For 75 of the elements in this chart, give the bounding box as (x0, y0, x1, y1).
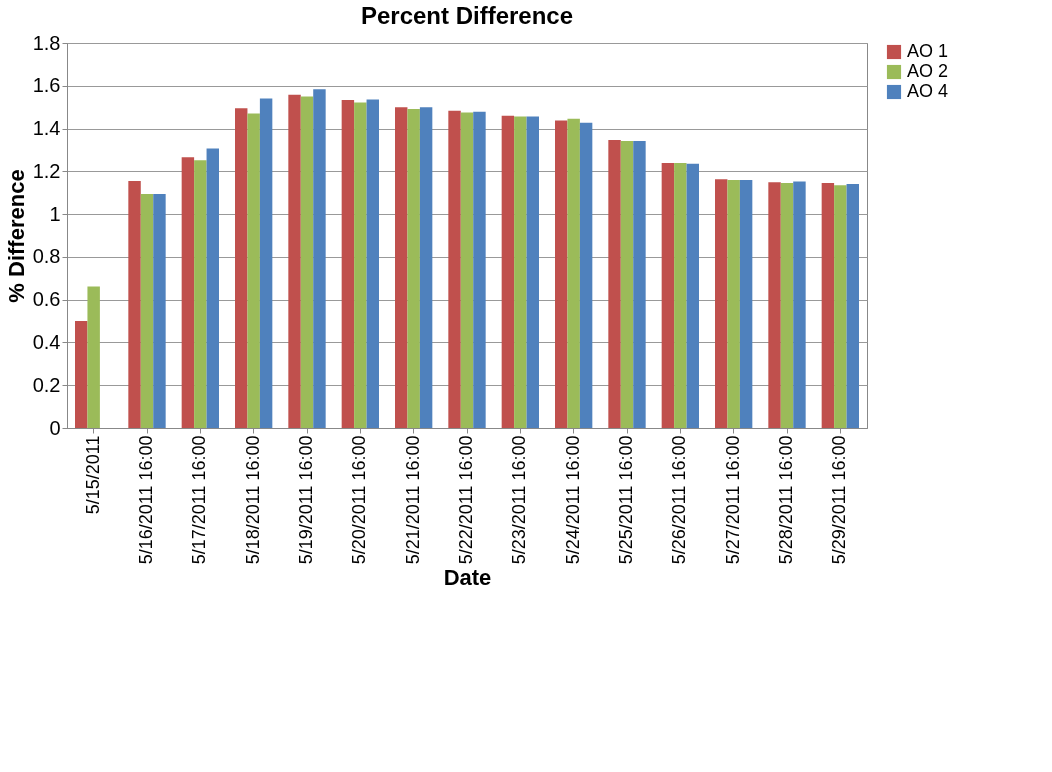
bar (727, 179, 740, 428)
bar (366, 99, 379, 428)
legend-label: AO 1 (907, 41, 949, 61)
chart-title: Percent Difference (360, 2, 574, 29)
x-tick-label: 5/18/2011 16:00 (242, 435, 263, 565)
bar (834, 185, 847, 428)
bar (313, 89, 326, 428)
bar (288, 94, 301, 428)
x-tick-label: 5/17/2011 16:00 (189, 435, 210, 565)
bar (555, 120, 568, 428)
bar (821, 182, 835, 428)
bar (247, 113, 260, 428)
bar (140, 194, 154, 428)
y-tick-label: 1 (49, 202, 61, 225)
bar (473, 111, 486, 428)
bar (567, 118, 580, 428)
bar (526, 116, 539, 428)
x-tick-label: 5/25/2011 16:00 (616, 435, 636, 565)
bar (419, 107, 433, 428)
x-tick-label: 5/27/2011 16:00 (722, 435, 743, 565)
x-tick-label: 5/19/2011 16:00 (296, 435, 316, 565)
bar (460, 112, 474, 428)
x-tick-label: 5/15/2011 (82, 435, 103, 515)
bar (153, 194, 166, 428)
bar (75, 321, 88, 428)
bar (194, 160, 207, 428)
bar (780, 182, 794, 428)
bar (661, 162, 675, 428)
x-axis-title: Date (443, 565, 492, 591)
bar (407, 108, 420, 428)
bar (846, 183, 859, 428)
y-tick-label: 1.2 (32, 159, 61, 182)
bar (235, 108, 248, 428)
legend-label: AO 2 (907, 61, 949, 81)
y-tick-label: 0.2 (32, 373, 61, 396)
y-tick-label: 0.8 (32, 245, 61, 268)
bar (341, 100, 355, 428)
bar (739, 179, 753, 428)
bar (395, 107, 408, 428)
bar (686, 163, 699, 428)
y-tick-label: 0.6 (32, 288, 61, 311)
y-axis-title: % Difference (3, 169, 29, 303)
bar (620, 140, 634, 428)
bar (181, 157, 195, 428)
bar (448, 110, 461, 428)
y-tick-label: 1.4 (32, 117, 61, 140)
x-tick-label: 5/24/2011 16:00 (562, 435, 583, 565)
bar (793, 181, 806, 428)
bar (674, 162, 687, 428)
x-tick-label: 5/23/2011 16:00 (509, 435, 530, 565)
bar (300, 96, 314, 428)
y-tick-label: 1.8 (32, 31, 61, 54)
bar (128, 180, 141, 428)
bar (715, 179, 728, 428)
x-tick-label: 5/16/2011 16:00 (136, 435, 156, 565)
x-tick-label: 5/22/2011 16:00 (456, 435, 476, 565)
bar (87, 286, 100, 428)
bar (501, 115, 515, 428)
x-tick-label: 5/21/2011 16:00 (402, 435, 423, 565)
y-tick-label: 0 (49, 416, 61, 439)
x-tick-label: 5/29/2011 16:00 (829, 435, 850, 565)
y-tick-label: 0.4 (32, 330, 61, 353)
x-tick-label: 5/20/2011 16:00 (349, 435, 370, 565)
bar (579, 122, 593, 428)
bar (206, 148, 219, 428)
legend-label: AO 4 (907, 81, 949, 101)
x-tick-label: 5/26/2011 16:00 (669, 435, 690, 565)
bar (514, 116, 527, 428)
bar (354, 102, 367, 428)
bar (608, 139, 621, 428)
bar (259, 98, 273, 428)
bar (633, 140, 646, 428)
x-tick-label: 5/28/2011 16:00 (776, 435, 796, 565)
y-tick-label: 1.6 (32, 74, 61, 97)
bar (768, 182, 781, 428)
